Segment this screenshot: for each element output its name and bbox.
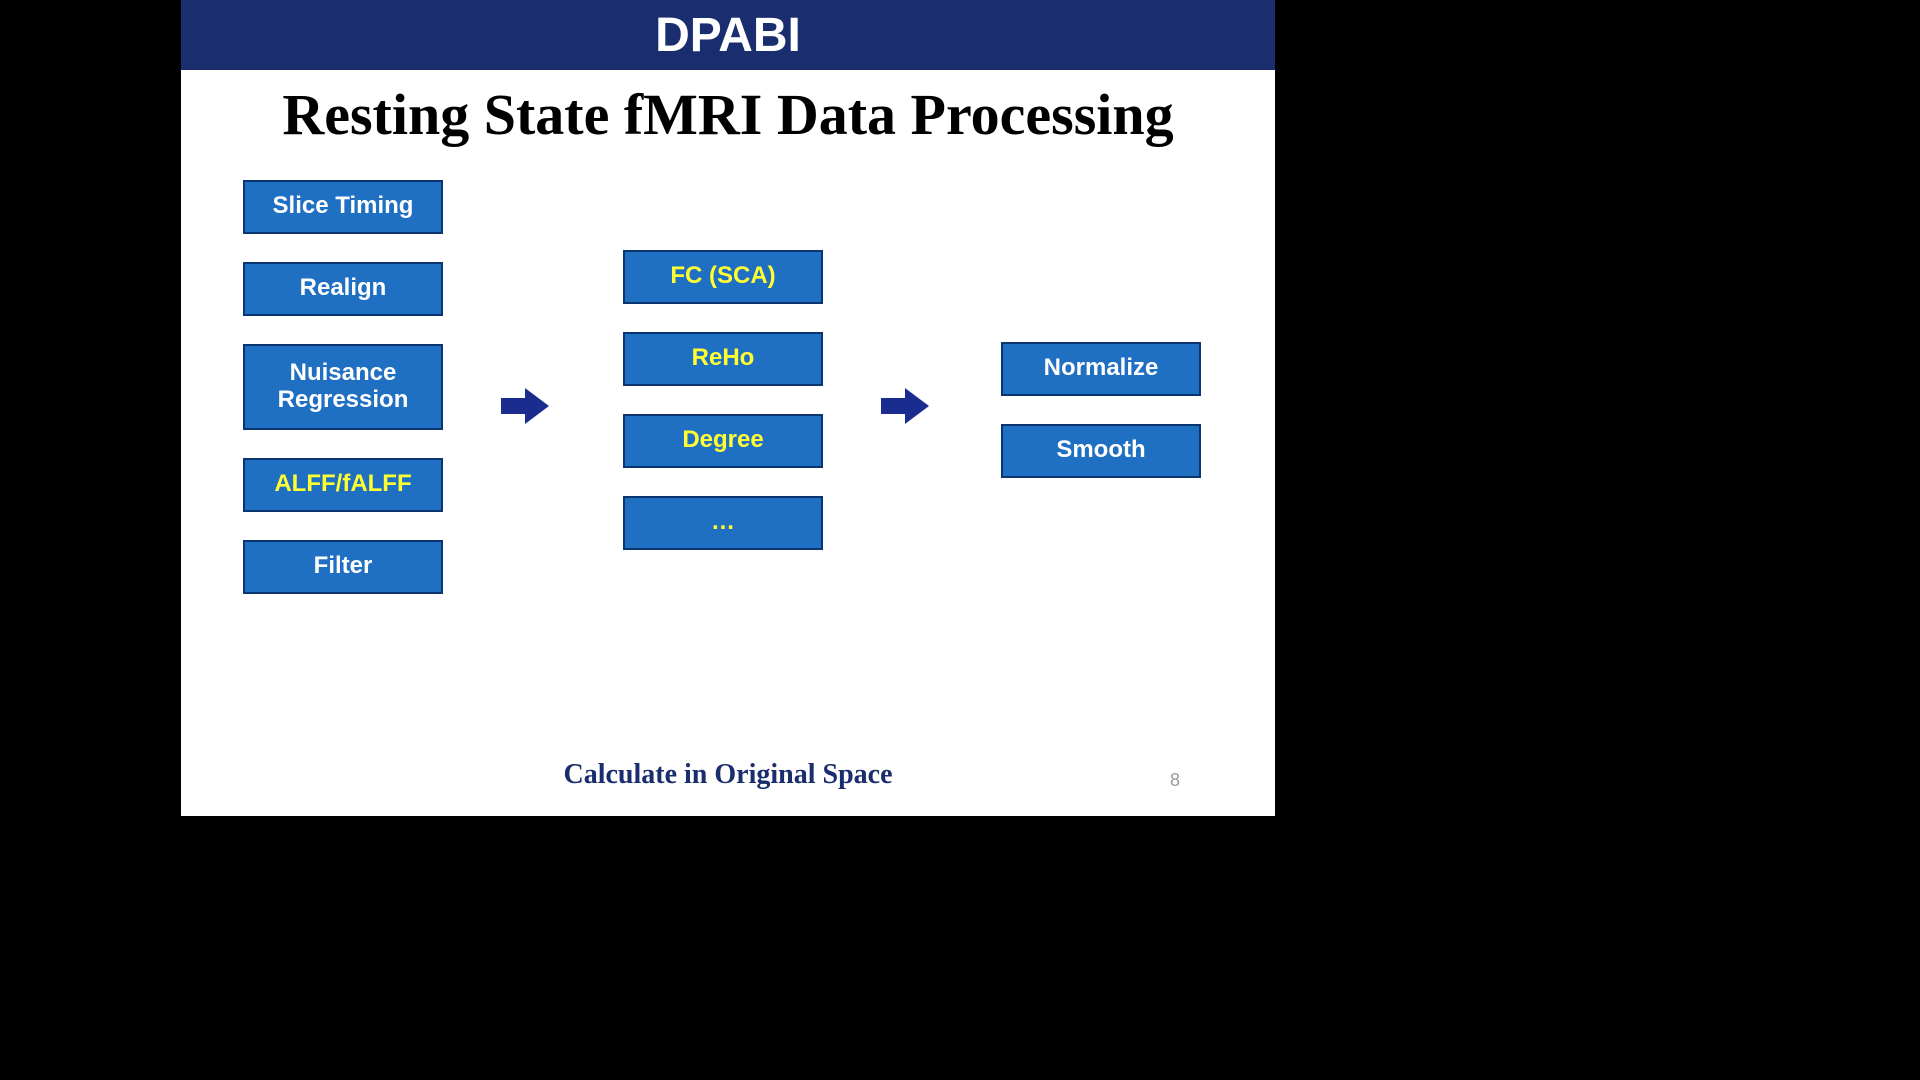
footer-text: Calculate in Original Space: [181, 759, 1275, 791]
arrow-icon: [881, 388, 929, 424]
box-realign: Realign: [243, 262, 443, 316]
box-filter: Filter: [243, 540, 443, 594]
header-bar: DPABI: [181, 0, 1275, 70]
column-metrics: FC (SCA) ReHo Degree …: [623, 250, 823, 550]
box-alff: ALFF/fALFF: [243, 458, 443, 512]
box-fc-sca: FC (SCA): [623, 250, 823, 304]
column-post: Normalize Smooth: [1001, 342, 1201, 478]
header-title: DPABI: [655, 8, 801, 63]
slide: DPABI Resting State fMRI Data Processing…: [181, 0, 1275, 816]
column-preprocess: Slice Timing Realign Nuisance Regression…: [243, 180, 443, 594]
box-normalize: Normalize: [1001, 342, 1201, 396]
box-reho: ReHo: [623, 332, 823, 386]
box-smooth: Smooth: [1001, 424, 1201, 478]
main-title: Resting State fMRI Data Processing: [181, 80, 1275, 150]
box-more: …: [623, 496, 823, 550]
box-degree: Degree: [623, 414, 823, 468]
arrow-icon: [501, 388, 549, 424]
box-slice-timing: Slice Timing: [243, 180, 443, 234]
box-nuisance-regression: Nuisance Regression: [243, 344, 443, 430]
page-number: 8: [1170, 770, 1180, 791]
